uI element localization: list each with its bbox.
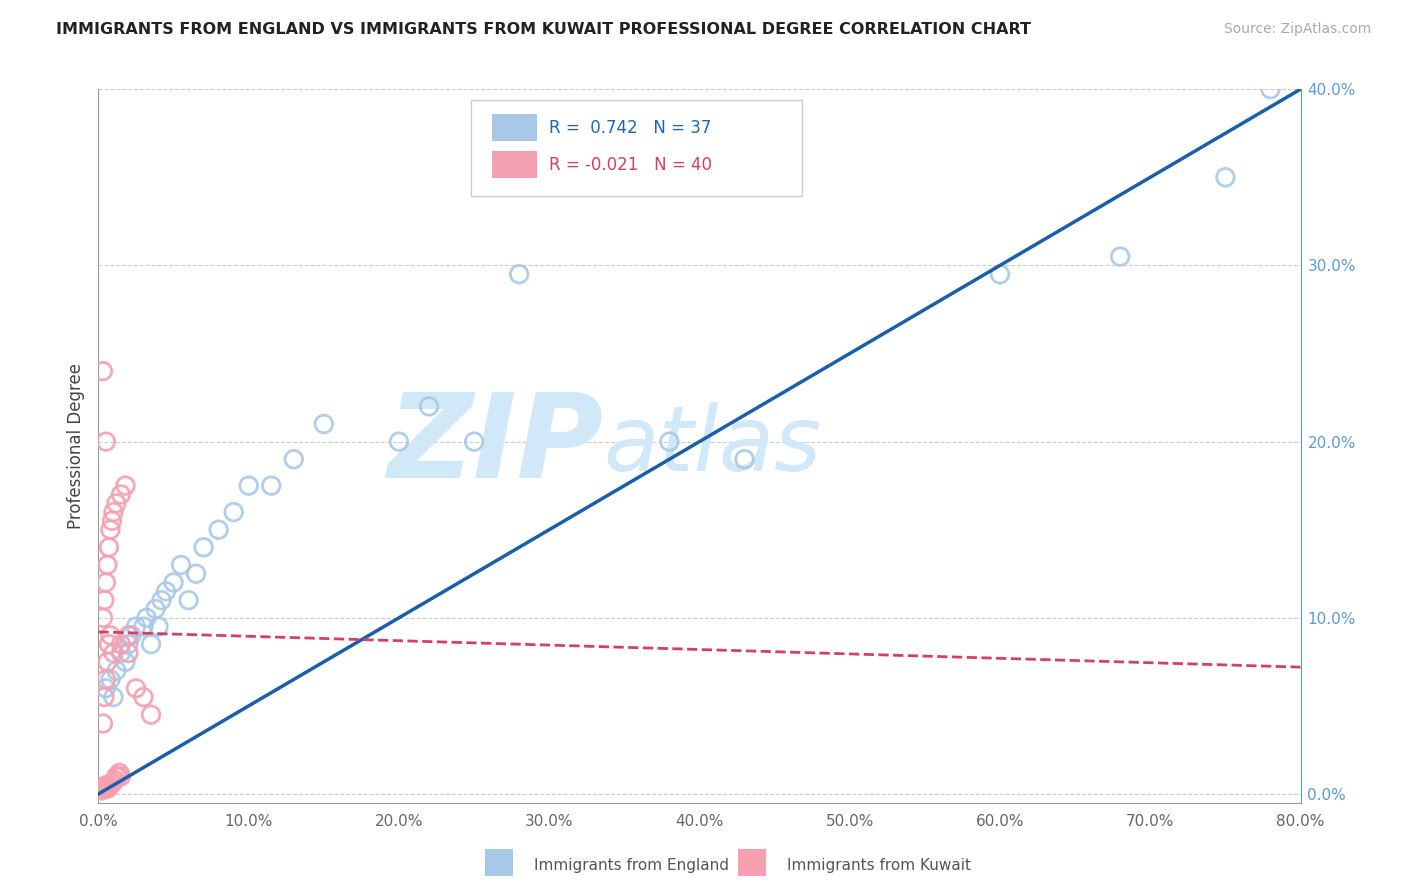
Point [988, 267, 1011, 281]
Point [125, 619, 148, 633]
Point [97, 780, 120, 794]
Point [100, 673, 122, 687]
Point [117, 646, 139, 660]
Point [96, 558, 118, 572]
Point [1109, 250, 1132, 264]
Point [93, 593, 115, 607]
Point [208, 523, 231, 537]
Text: Immigrants from England: Immigrants from England [534, 858, 730, 872]
Point [108, 765, 131, 780]
Point [104, 772, 127, 787]
Point [463, 434, 485, 449]
Point [117, 628, 139, 642]
Text: Immigrants from Kuwait: Immigrants from Kuwait [787, 858, 972, 872]
Point [94, 681, 117, 696]
Point [96, 655, 118, 669]
Point [105, 496, 128, 510]
Point [312, 417, 335, 431]
Point [100, 778, 122, 792]
Text: R =  0.742   N = 37: R = 0.742 N = 37 [550, 119, 711, 136]
Point [97, 541, 120, 555]
Point [91, 716, 114, 731]
Point [91, 611, 114, 625]
Point [105, 769, 128, 783]
Point [101, 514, 124, 528]
Text: IMMIGRANTS FROM ENGLAND VS IMMIGRANTS FROM KUWAIT PROFESSIONAL DEGREE CORRELATIO: IMMIGRANTS FROM ENGLAND VS IMMIGRANTS FR… [56, 22, 1031, 37]
Point [139, 707, 162, 722]
Point [135, 611, 157, 625]
Point [103, 646, 125, 660]
Bar [492, 114, 537, 141]
Point [107, 769, 129, 783]
Point [132, 619, 155, 633]
Point [222, 505, 245, 519]
Point [91, 781, 114, 796]
Point [508, 267, 530, 281]
Point [110, 646, 132, 660]
Point [110, 637, 132, 651]
Point [103, 774, 125, 789]
Point [114, 478, 136, 492]
Point [283, 452, 305, 467]
Point [103, 690, 125, 704]
Point [125, 681, 148, 696]
Point [1215, 170, 1237, 185]
Point [148, 619, 170, 633]
Point [94, 575, 117, 590]
Point [145, 602, 167, 616]
Point [139, 637, 162, 651]
Text: ZIP: ZIP [387, 389, 603, 503]
Point [170, 558, 193, 572]
Point [238, 478, 260, 492]
Point [105, 664, 128, 678]
Point [110, 769, 132, 783]
FancyBboxPatch shape [471, 100, 801, 196]
Point [93, 780, 115, 794]
Point [94, 673, 117, 687]
Point [155, 584, 177, 599]
Point [94, 778, 117, 792]
Point [260, 478, 283, 492]
Point [97, 637, 120, 651]
Point [418, 400, 440, 414]
Point [114, 655, 136, 669]
Point [117, 637, 139, 651]
Point [388, 434, 411, 449]
Point [96, 781, 118, 796]
Point [100, 628, 122, 642]
Point [132, 690, 155, 704]
Point [150, 593, 173, 607]
Bar [492, 152, 537, 178]
Point [103, 505, 125, 519]
Point [93, 690, 115, 704]
Point [110, 487, 132, 501]
Text: R = -0.021   N = 40: R = -0.021 N = 40 [550, 156, 713, 174]
Point [91, 364, 114, 378]
Point [101, 776, 124, 790]
Point [734, 452, 756, 467]
Point [90, 783, 112, 797]
Y-axis label: Professional Degree: Professional Degree [66, 363, 84, 529]
Point [162, 575, 184, 590]
Point [94, 434, 117, 449]
Point [658, 434, 681, 449]
Text: atlas: atlas [603, 402, 821, 490]
Text: Source: ZipAtlas.com: Source: ZipAtlas.com [1223, 22, 1371, 37]
Point [1260, 82, 1282, 96]
Point [193, 541, 215, 555]
Point [121, 628, 143, 642]
Point [184, 566, 207, 581]
Point [177, 593, 200, 607]
Point [100, 523, 122, 537]
